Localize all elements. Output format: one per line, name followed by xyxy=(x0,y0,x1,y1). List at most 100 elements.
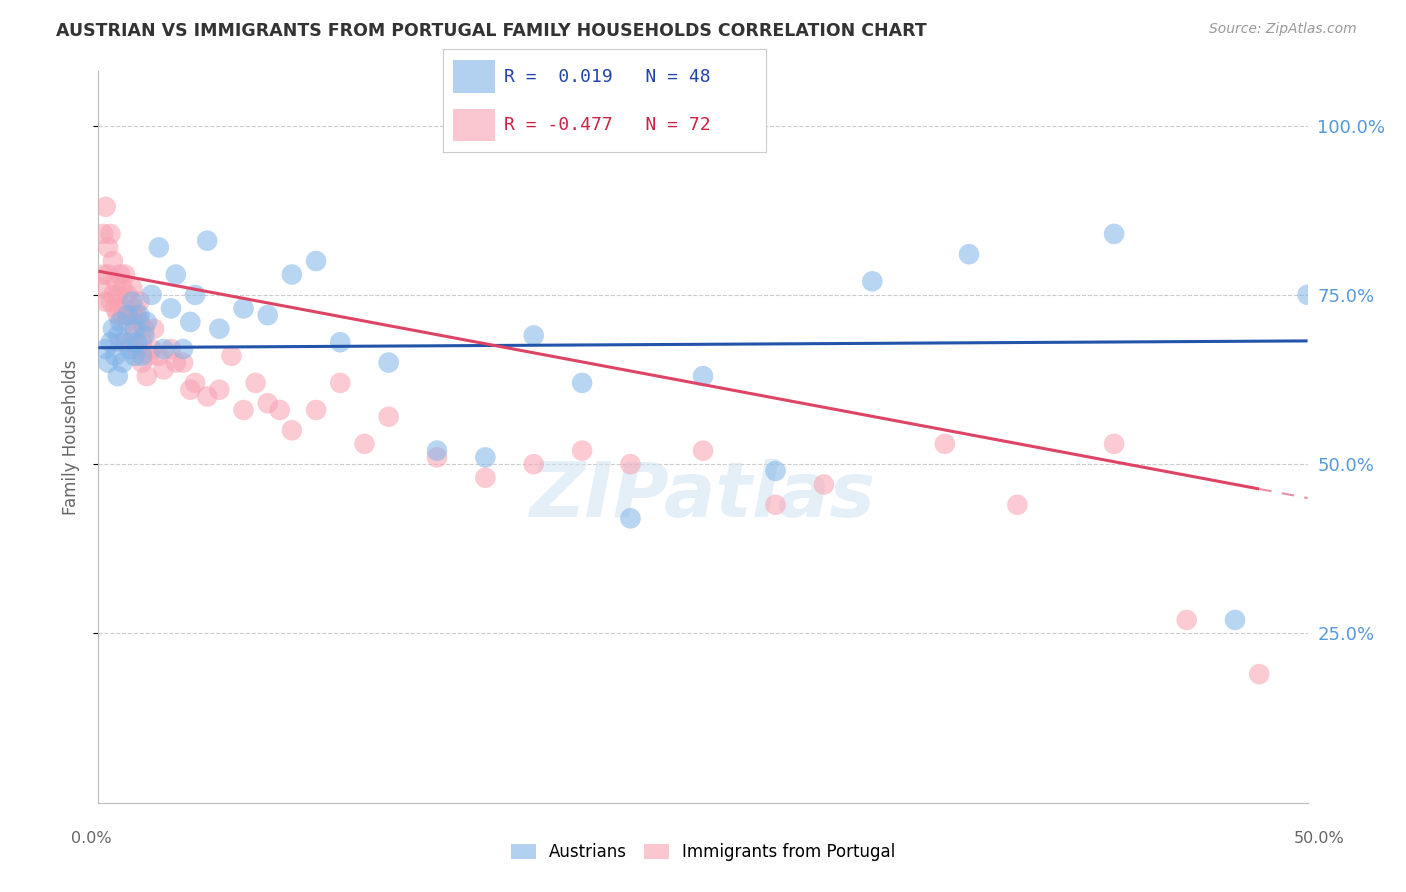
Point xyxy=(765,498,787,512)
Point xyxy=(127,342,149,356)
Point xyxy=(692,369,714,384)
Point xyxy=(128,294,150,309)
Point xyxy=(138,349,160,363)
Point xyxy=(179,315,201,329)
Point xyxy=(107,288,129,302)
Point xyxy=(813,477,835,491)
Point xyxy=(619,511,641,525)
Point xyxy=(90,281,112,295)
Point xyxy=(108,268,131,282)
Point xyxy=(131,355,153,369)
Point xyxy=(281,268,304,282)
Bar xyxy=(453,109,495,141)
Point xyxy=(1175,613,1198,627)
Point xyxy=(179,383,201,397)
Text: AUSTRIAN VS IMMIGRANTS FROM PORTUGAL FAMILY HOUSEHOLDS CORRELATION CHART: AUSTRIAN VS IMMIGRANTS FROM PORTUGAL FAM… xyxy=(56,22,927,40)
Point xyxy=(101,254,124,268)
Point xyxy=(305,254,328,268)
Point xyxy=(256,308,278,322)
Point xyxy=(329,335,352,350)
Point xyxy=(426,443,449,458)
Point xyxy=(121,294,143,309)
Point xyxy=(208,383,231,397)
Point xyxy=(124,322,146,336)
Point xyxy=(117,315,139,329)
Point xyxy=(141,342,163,356)
Point xyxy=(100,227,122,241)
Point xyxy=(1296,288,1319,302)
Text: R = -0.477   N = 72: R = -0.477 N = 72 xyxy=(505,116,711,134)
Point xyxy=(141,288,163,302)
Point xyxy=(108,315,131,329)
Point xyxy=(100,335,122,350)
Point xyxy=(1223,613,1246,627)
Point xyxy=(1102,437,1125,451)
Point xyxy=(104,301,127,316)
Point xyxy=(91,227,114,241)
Point xyxy=(104,349,127,363)
Point xyxy=(160,301,183,316)
Point xyxy=(160,342,183,356)
Point xyxy=(184,376,207,390)
Point xyxy=(152,362,174,376)
Point xyxy=(127,335,149,350)
Point xyxy=(118,342,141,356)
Point xyxy=(135,369,157,384)
Point xyxy=(1007,498,1029,512)
Point xyxy=(281,423,304,437)
Point xyxy=(571,376,593,390)
Point xyxy=(377,355,399,369)
Point xyxy=(377,409,399,424)
Point xyxy=(117,288,139,302)
Point xyxy=(474,450,496,465)
Point xyxy=(269,403,291,417)
Point xyxy=(221,349,243,363)
Legend: Austrians, Immigrants from Portugal: Austrians, Immigrants from Portugal xyxy=(503,837,903,868)
Point xyxy=(101,288,124,302)
Point xyxy=(121,308,143,322)
Point xyxy=(860,274,883,288)
Point xyxy=(128,315,150,329)
Point xyxy=(118,308,141,322)
Point xyxy=(148,240,170,254)
Point xyxy=(184,288,207,302)
Point xyxy=(523,457,546,471)
Point xyxy=(128,308,150,322)
Point xyxy=(107,369,129,384)
Bar xyxy=(453,61,495,93)
Point xyxy=(172,342,194,356)
Point xyxy=(131,349,153,363)
Y-axis label: Family Households: Family Households xyxy=(62,359,80,515)
Point xyxy=(114,301,136,316)
Point xyxy=(134,328,156,343)
Point xyxy=(101,322,124,336)
Point xyxy=(91,268,114,282)
Point xyxy=(100,294,122,309)
Point xyxy=(256,396,278,410)
Point xyxy=(143,322,166,336)
Point xyxy=(165,355,187,369)
Point xyxy=(245,376,267,390)
Point xyxy=(127,308,149,322)
Point xyxy=(104,274,127,288)
Point xyxy=(135,315,157,329)
Point xyxy=(94,200,117,214)
Text: R =  0.019   N = 48: R = 0.019 N = 48 xyxy=(505,68,711,86)
Point xyxy=(619,457,641,471)
Point xyxy=(97,355,120,369)
Text: 0.0%: 0.0% xyxy=(72,831,111,846)
Point xyxy=(107,308,129,322)
Point xyxy=(232,403,254,417)
Point xyxy=(692,443,714,458)
Point xyxy=(1102,227,1125,241)
Point xyxy=(124,349,146,363)
Point xyxy=(124,301,146,316)
Point xyxy=(474,471,496,485)
Point xyxy=(172,355,194,369)
Point xyxy=(118,335,141,350)
Point xyxy=(97,240,120,254)
Point xyxy=(329,376,352,390)
Point xyxy=(111,355,134,369)
Point xyxy=(148,349,170,363)
Point xyxy=(426,450,449,465)
